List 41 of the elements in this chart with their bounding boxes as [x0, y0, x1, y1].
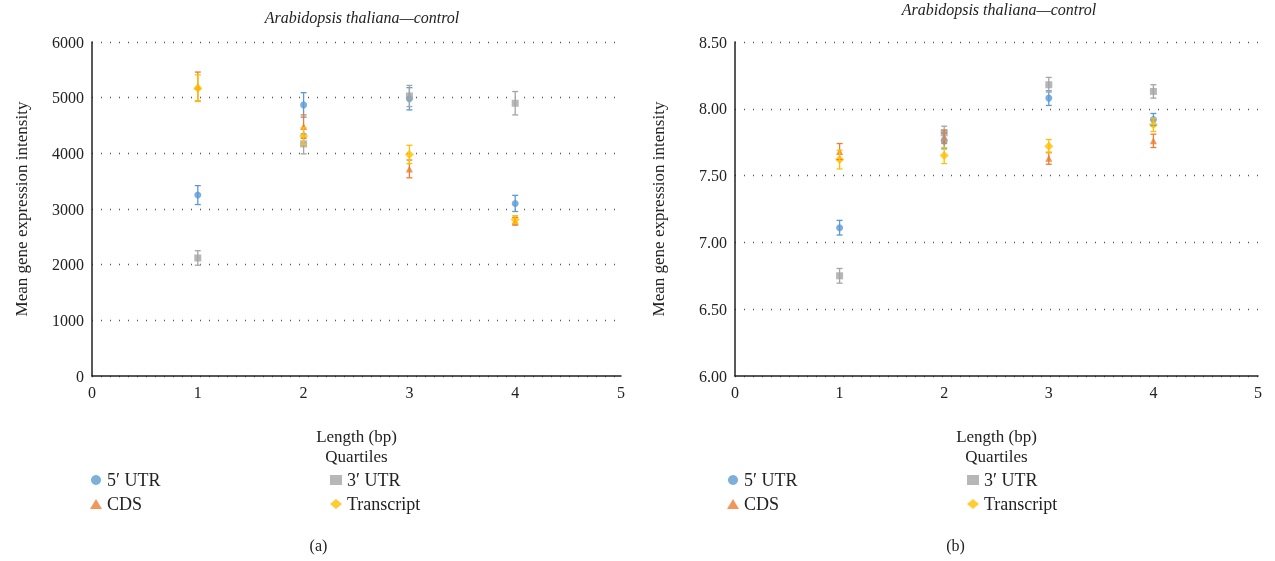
x-tick-label: 0 — [88, 383, 96, 401]
x-axis-title: Length (bp) Quartiles — [316, 426, 397, 466]
y-tick-label: 1000 — [52, 311, 84, 329]
x-axis-title: Length (bp) Quartiles — [956, 426, 1037, 466]
legend-label: 5′ UTR — [744, 470, 798, 490]
y-tick-label: 3000 — [52, 200, 84, 218]
x-tick-label: 3 — [1044, 383, 1053, 401]
legend-label: CDS — [744, 494, 780, 514]
y-tick-label: 7.00 — [699, 233, 727, 251]
text: (b) — [946, 536, 965, 555]
y-tick-label: 7.50 — [699, 167, 727, 185]
y-tick-label: 2000 — [52, 256, 84, 274]
y-tick-label: 8.00 — [699, 100, 727, 118]
legend-label: Transcript — [984, 494, 1058, 514]
chart-title: Arabidopsis thaliana—control — [900, 0, 1097, 19]
x-tick-label: 1 — [193, 383, 202, 401]
x-tick-label: 1 — [835, 383, 844, 401]
y-axis-title: Mean gene expression intensity — [12, 101, 31, 317]
x-tick-label: 4 — [1149, 383, 1158, 401]
x-tick-label: 2 — [940, 383, 949, 401]
x-tick-label: 5 — [1254, 383, 1262, 401]
y-tick-label: 8.50 — [699, 33, 727, 51]
y-tick-label: 5000 — [52, 89, 84, 107]
chart-title: Arabidopsis thaliana—control — [263, 8, 460, 27]
x-tick-label: 5 — [617, 383, 625, 401]
x-tick-label: 4 — [511, 383, 520, 401]
x-tick-label: 0 — [731, 383, 739, 401]
y-tick-label: 4000 — [52, 144, 84, 162]
legend-label: Transcript — [347, 494, 421, 514]
y-tick-label: 6.00 — [699, 367, 727, 385]
y-tick-label: 6.50 — [699, 300, 727, 318]
x-tick-label: 3 — [405, 383, 414, 401]
legend-label: CDS — [107, 494, 143, 514]
text: (a) — [309, 536, 328, 555]
legend-label: 3′ UTR — [347, 470, 401, 490]
y-tick-label: 6000 — [52, 33, 84, 51]
y-axis-title: Mean gene expression intensity — [649, 101, 668, 317]
x-tick-label: 2 — [299, 383, 308, 401]
y-tick-label: 0 — [76, 367, 84, 385]
legend-label: 3′ UTR — [984, 470, 1038, 490]
legend-label: 5′ UTR — [107, 470, 161, 490]
